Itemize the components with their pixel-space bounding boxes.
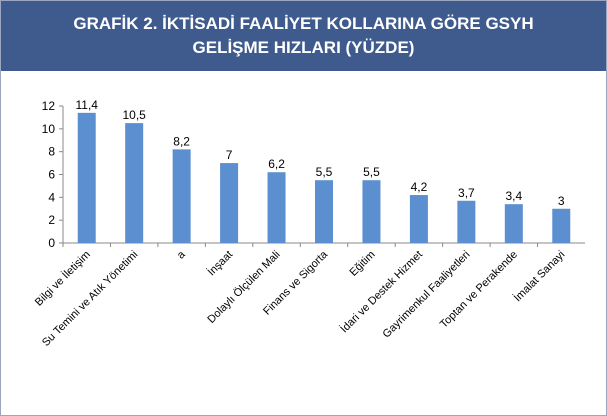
bar: [172, 149, 191, 243]
header: GRAFİK 2. İKTİSADİ FAALİYET KOLLARINA GÖ…: [1, 1, 606, 71]
bar: [362, 180, 381, 243]
value-label: 11,4: [75, 98, 98, 112]
value-label: 6,2: [268, 157, 285, 171]
y-tick-label: 8: [48, 145, 55, 159]
y-tick-label: 0: [48, 236, 55, 250]
x-tick-label: Toptan ve Perakende: [438, 249, 520, 331]
value-label: 8,2: [173, 134, 190, 148]
value-label: 3,7: [458, 186, 475, 200]
bar: [315, 180, 333, 243]
x-tick-label: a: [175, 248, 188, 261]
y-tick-label: 12: [42, 99, 56, 113]
value-label: 7: [226, 148, 233, 162]
x-tick-label: İmalat Sanayi: [511, 248, 567, 304]
bar: [504, 204, 523, 243]
y-tick-label: 2: [48, 213, 55, 227]
bar: [267, 172, 286, 243]
x-tick-label: Eğitim: [347, 249, 377, 279]
bar: [409, 195, 428, 243]
value-label: 5,5: [363, 165, 380, 179]
x-tick-label: Su Temini ve Atık Yönetimi: [40, 249, 140, 349]
y-tick-label: 4: [48, 190, 55, 204]
y-tick-label: 10: [42, 122, 56, 136]
bar: [552, 208, 571, 243]
value-label: 3,4: [505, 189, 522, 203]
x-tick-label: İnşaat: [205, 248, 235, 278]
bar: [457, 200, 476, 243]
bar: [77, 112, 96, 243]
value-label: 3: [558, 194, 565, 208]
value-label: 5,5: [316, 165, 333, 179]
value-label: 4,2: [411, 180, 428, 194]
x-tick-label: İdari ve Destek Hizmet: [338, 248, 425, 335]
bar: [125, 123, 144, 243]
chart-title: GRAFİK 2. İKTİSADİ FAALİYET KOLLARINA GÖ…: [73, 14, 534, 57]
x-tick-label: Gayrimenkul Faaliyetleri: [381, 249, 473, 341]
bar: [220, 163, 239, 243]
value-label: 10,5: [123, 108, 147, 122]
y-tick-label: 6: [48, 168, 55, 182]
